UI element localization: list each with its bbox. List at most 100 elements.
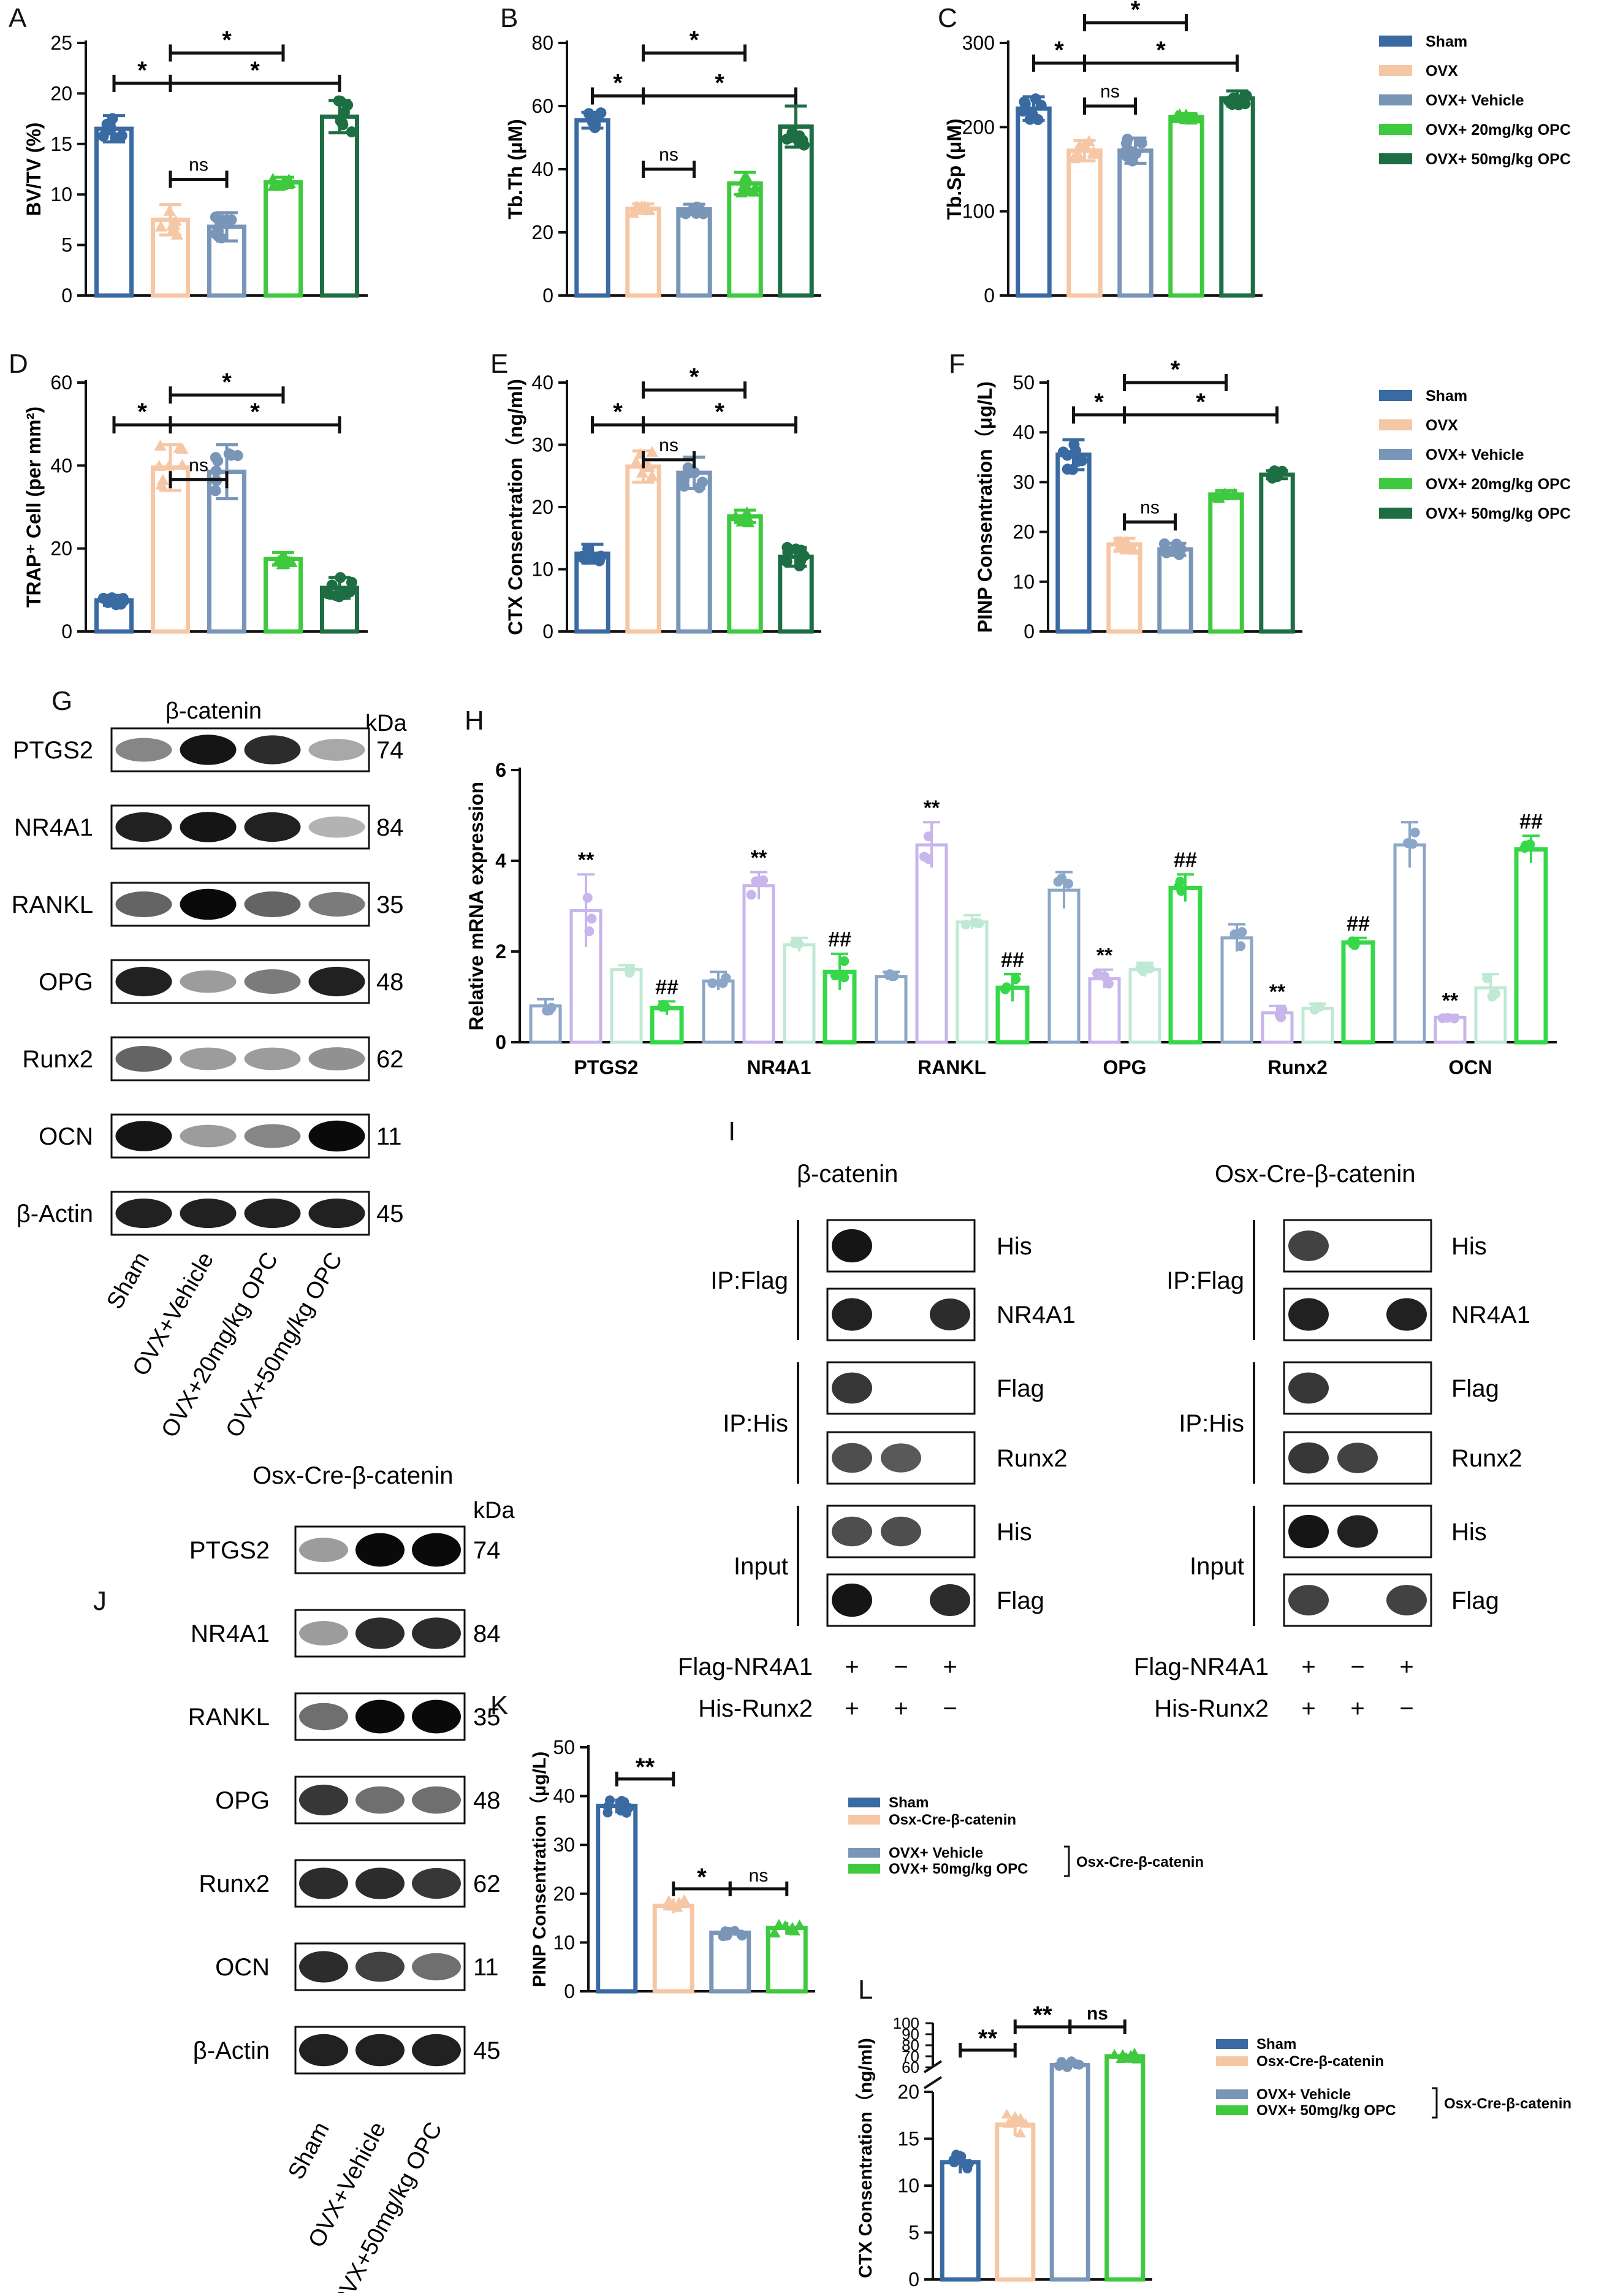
treatment-sign: −: [1350, 1653, 1364, 1680]
legend-label-sham: Sham: [1426, 387, 1467, 405]
data-point: [1185, 113, 1198, 125]
y-tick-label: 100: [962, 200, 995, 223]
significance-label: ns: [189, 154, 208, 175]
blot-band: [412, 1953, 461, 1981]
blot-band: [244, 1198, 301, 1229]
data-point: [1032, 114, 1044, 126]
significance-label: ##: [1174, 849, 1197, 872]
data-point: [1236, 941, 1246, 952]
bar: [1341, 940, 1375, 1045]
blot-band: [115, 738, 172, 762]
data-point: [884, 970, 894, 980]
data-point: [720, 1926, 731, 1937]
treatment-label: His-Runx2: [698, 1695, 813, 1722]
blot-row-label: Runx2: [22, 1046, 93, 1073]
legend-swatch-ovx-50mg-kg-opc: [1379, 508, 1412, 519]
significance-label: **: [978, 2025, 998, 2052]
bar-sham: [596, 1804, 638, 1994]
data-point: [153, 459, 165, 471]
panel-letter-j: J: [93, 1586, 107, 1616]
significance-label: *: [250, 399, 260, 425]
y-tick-label: 4: [495, 850, 506, 872]
data-point: [1120, 137, 1132, 149]
blot-row-label: RANKL: [188, 1704, 270, 1731]
data-point: [740, 506, 753, 517]
data-point: [267, 180, 279, 191]
western-blot-j: Osx-Cre-β-cateninfl/flkDaPTGS274NR4A184R…: [188, 1462, 515, 2296]
panel-letter-e: E: [490, 349, 508, 379]
blot-band: [308, 966, 365, 997]
significance-label: ##: [1347, 912, 1370, 936]
legend-label-sham: Sham: [889, 1794, 929, 1811]
blot-band: [115, 891, 172, 917]
data-point: [735, 515, 748, 527]
blot-kda: 74: [473, 1537, 501, 1564]
data-point: [1082, 135, 1095, 147]
bar-ovx-vehicle: [676, 470, 712, 634]
bar-ovx-vehicle: [1157, 547, 1193, 634]
significance-label: ##: [1001, 948, 1024, 972]
chart-mrna-expression: 0 2 4 6 Relative mRNA expression PTGS2 NR4A1 RA…: [465, 759, 1557, 1078]
data-point: [210, 212, 221, 223]
data-point: [1229, 489, 1242, 500]
legend-swatch-ovx-vehicle: [848, 1848, 880, 1858]
legend-swatch-ovx-vehicle: [1379, 94, 1412, 105]
blot-band: [355, 1867, 405, 1899]
blot-band: [1288, 1585, 1329, 1615]
blot-row-label: Runx2: [199, 1871, 270, 1897]
data-point: [923, 831, 933, 842]
data-point: [1276, 1012, 1286, 1023]
data-point: [1309, 1004, 1320, 1015]
treatment-sign: +: [845, 1695, 859, 1722]
coip-title-left: β-catenin: [797, 1161, 898, 1188]
significance-label: *: [222, 26, 232, 53]
legend-group-bracket: [1064, 1845, 1070, 1877]
blot-band: [832, 1229, 872, 1263]
bar: [1128, 968, 1161, 1044]
data-point: [1067, 463, 1079, 475]
y-tick-label: 60: [902, 2058, 919, 2077]
significance-label: ns: [659, 145, 678, 165]
data-point: [168, 218, 181, 230]
y-tick-label: 20: [50, 82, 72, 104]
blot-kda: 35: [376, 891, 404, 918]
y-tick-label: 10: [553, 1931, 575, 1953]
blot-kda: 11: [376, 1123, 402, 1150]
y-tick-label: 70: [902, 2047, 919, 2065]
blot-kda: 62: [473, 1871, 501, 1897]
legend-label-ovx-vehicle: OVX+ Vehicle: [1256, 2086, 1351, 2103]
y-tick-label: 0: [984, 284, 995, 307]
significance-label: ns: [1087, 2004, 1108, 2024]
blot-band: [180, 888, 237, 920]
legend-group-label: Osx-Cre-β-catenin: [1444, 2096, 1571, 2112]
data-point: [1114, 535, 1127, 547]
data-point: [1053, 877, 1063, 887]
legend-swatch-ovx-vehicle: [1216, 2089, 1248, 2099]
treatment-sign: −: [1399, 1695, 1413, 1722]
blot-band: [115, 966, 172, 997]
y-axis-label: PINP Consentration（μg/L): [974, 381, 996, 633]
blot-band: [355, 1786, 405, 1814]
coip-group-label: IP:Flag: [710, 1267, 788, 1294]
blot-band: [244, 1047, 301, 1070]
bar-ovx-vehicle: [1117, 148, 1153, 298]
data-point: [1348, 939, 1358, 949]
blot-row-label: NR4A1: [191, 1620, 270, 1647]
data-point: [1127, 2053, 1138, 2063]
blot-kda: 48: [376, 969, 404, 996]
data-point: [602, 1807, 613, 1818]
legend-label-sham: Sham: [1426, 33, 1467, 50]
significance-label: *: [222, 368, 232, 395]
coip-row-label: Flag: [997, 1375, 1044, 1402]
y-tick-label: 200: [962, 116, 995, 138]
y-tick-label: 20: [553, 1883, 575, 1905]
significance-label: ns: [1100, 82, 1120, 102]
legend-swatch-sham: [1379, 36, 1412, 47]
data-point: [625, 967, 635, 978]
legend-label-ovx-20mg-kg-opc: OVX+ 20mg/kg OPC: [1426, 476, 1571, 493]
legend-label-ovx-20mg-kg-opc: OVX+ 20mg/kg OPC: [1426, 121, 1571, 139]
data-point: [1144, 963, 1155, 974]
significance-label: **: [578, 849, 595, 872]
legend-group-label: Osx-Cre-β-catenin: [1076, 1854, 1204, 1871]
